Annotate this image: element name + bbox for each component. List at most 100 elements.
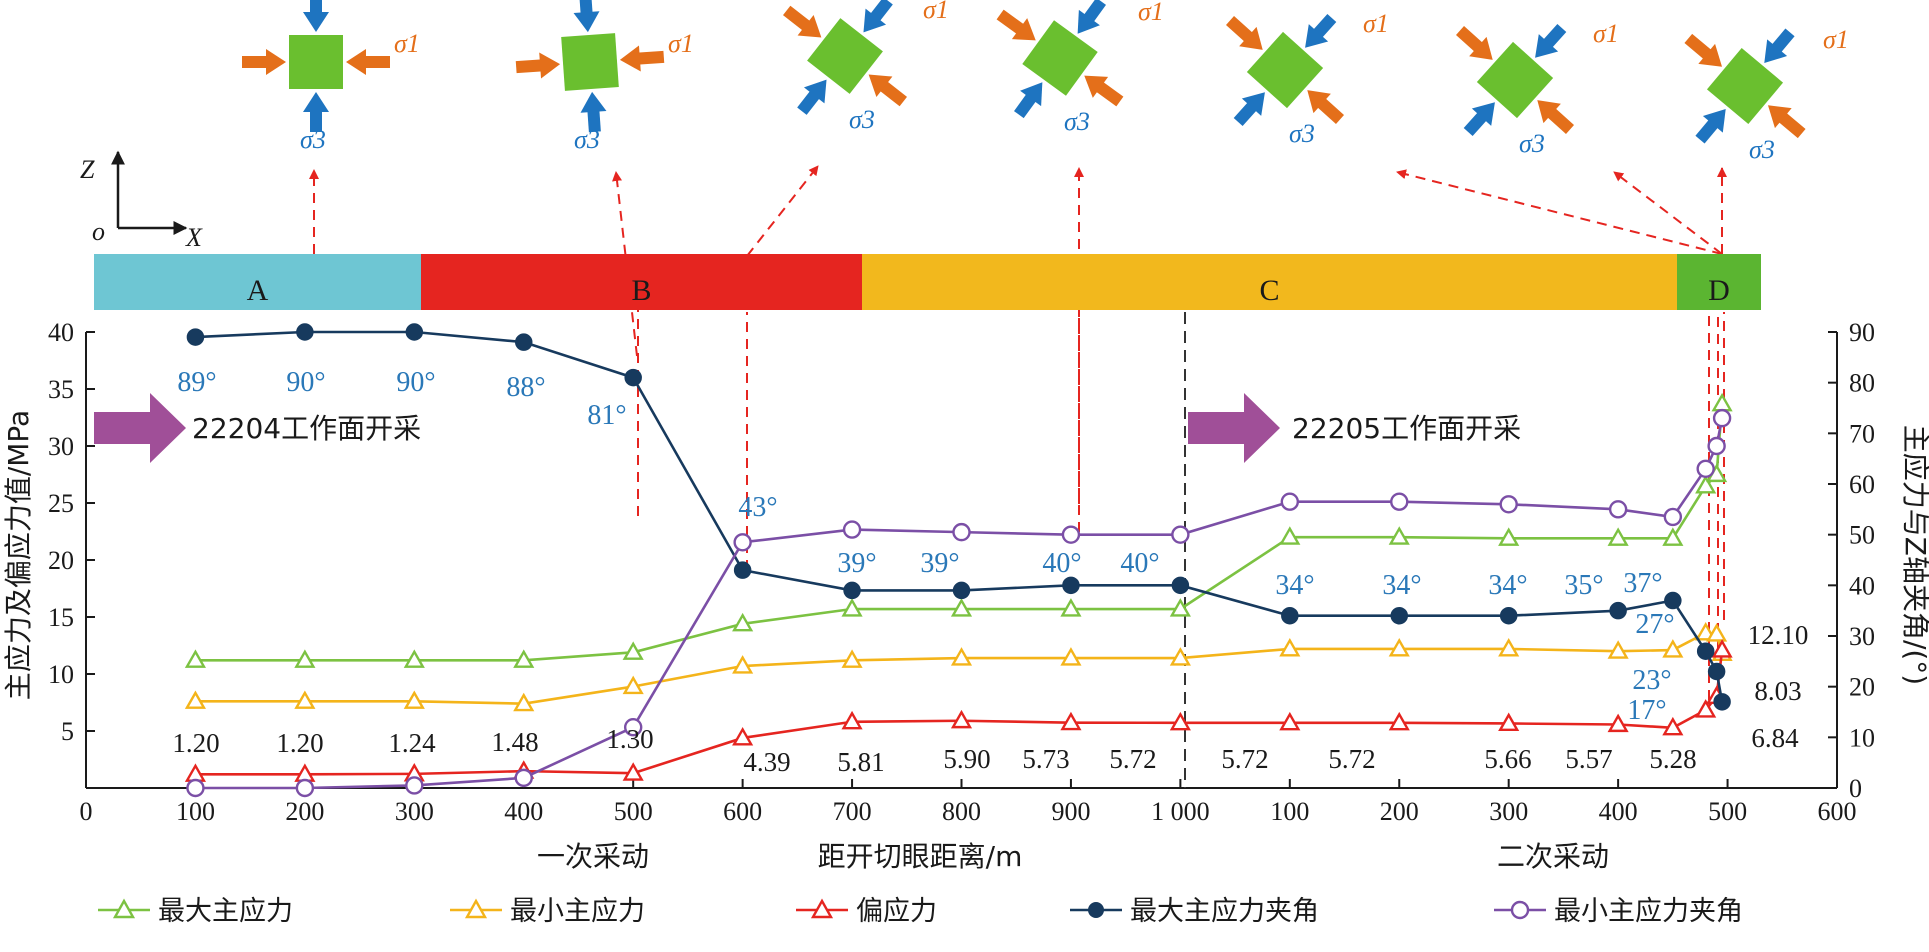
legend-item: 偏应力 (796, 896, 937, 927)
angle-label: 90° (396, 367, 435, 398)
angle-label: 81° (587, 400, 626, 431)
data-point (733, 561, 752, 579)
data-point (1712, 408, 1732, 428)
y-ticks: 5 10 15 20 25 30 35 40 (48, 318, 95, 746)
data-point (513, 692, 535, 712)
x-tick-label: 300 (395, 797, 434, 826)
angle-label: 17° (1627, 695, 1666, 726)
deviator-label: 8.03 (1754, 676, 1801, 706)
y-tick-label: 35 (48, 375, 74, 404)
sigma3-label: σ3 (849, 105, 875, 134)
data-point (733, 533, 752, 552)
sigma1-arrow-icon (619, 45, 665, 72)
x-tick-label: 400 (504, 797, 543, 826)
y2-tick-label: 20 (1849, 673, 1875, 702)
data-point (1060, 647, 1082, 666)
data-point (1060, 711, 1082, 731)
y2-tick-label: 0 (1849, 774, 1862, 803)
deviator-label: 5.73 (1022, 744, 1069, 774)
angle-label: 34° (1382, 570, 1421, 601)
deviator-label: 5.72 (1328, 744, 1375, 774)
data-point (1498, 712, 1520, 732)
data-point (1279, 638, 1301, 657)
legend-label: 最大主应力 (158, 896, 293, 927)
sigma1-arrow-icon (1307, 90, 1345, 124)
y-tick-label: 30 (48, 432, 74, 461)
series-3 (186, 323, 1731, 711)
y2-ticks: 0 10 20 30 40 50 60 70 80 90 (1828, 318, 1875, 803)
data-point (1662, 527, 1684, 546)
data-point (624, 368, 642, 387)
sigma3-arrow-icon (1014, 82, 1043, 119)
angle-label: 34° (1488, 570, 1527, 601)
data-point (1171, 576, 1190, 595)
data-point (1706, 623, 1728, 642)
y2-tick-label: 50 (1849, 521, 1875, 550)
legend-label: 最小主应力夹角 (1554, 896, 1743, 927)
y2-tick-label: 10 (1849, 723, 1875, 752)
data-point (184, 649, 207, 668)
sigma3-arrow-icon (303, 0, 329, 32)
zone-b (421, 254, 862, 310)
sigma1-arrow-icon (868, 74, 908, 107)
data-point (1169, 647, 1191, 666)
axis-symbol-z: Z (80, 155, 95, 184)
legend-marker-icon (1510, 900, 1530, 920)
guide-arrow (1396, 169, 1723, 255)
data-point (732, 727, 754, 746)
data-point (843, 581, 861, 600)
data-point (1279, 711, 1301, 731)
data-point (1609, 601, 1627, 620)
sigma3-arrow-icon (1077, 0, 1106, 34)
sigma1-arrow-icon (1537, 100, 1575, 134)
deviator-label: 5.66 (1484, 744, 1531, 774)
sigma1-arrow-icon (1084, 75, 1124, 107)
data-point (1060, 598, 1082, 617)
sigma3-label: σ3 (574, 125, 600, 154)
y-tick-label: 15 (48, 603, 74, 632)
data-point (184, 690, 207, 709)
angle-label: 40° (1042, 548, 1081, 579)
data-point (1608, 500, 1628, 519)
x-tick-label: 800 (942, 797, 981, 826)
y-tick-label: 40 (48, 318, 74, 347)
series-line (195, 631, 1724, 705)
x-ticks: 0 100 200 300 400 500 600 700 800 900 1 000 100 200 3… (80, 779, 1857, 826)
data-point (1663, 507, 1683, 527)
sigma3-label: σ3 (300, 125, 326, 154)
x-tick-label: 400 (1599, 797, 1638, 826)
zone-label: C (1259, 274, 1279, 307)
deviator-label: 5.57 (1565, 744, 1612, 774)
guide-arrow (1613, 171, 1723, 255)
series-line (195, 403, 1724, 662)
angle-label: 37° (1623, 568, 1662, 599)
data-point (622, 762, 644, 781)
data-point (1607, 640, 1629, 659)
legend: 最大主应力 最小主应力 偏应力 最大主应力夹角 最小主应力夹角 (98, 896, 1743, 927)
data-point (1711, 639, 1733, 658)
sigma3-arrow-icon (1463, 102, 1495, 137)
element-square (1022, 20, 1098, 96)
data-point (1062, 576, 1080, 595)
data-point (294, 690, 316, 709)
data-point (403, 690, 425, 709)
angle-label: 39° (837, 548, 876, 579)
element-square (289, 35, 343, 89)
data-point (1695, 474, 1717, 494)
series-1 (184, 622, 1733, 712)
element-square (1476, 41, 1554, 119)
angle-label: 40° (1120, 548, 1159, 579)
legend-label: 最大主应力夹角 (1130, 896, 1319, 927)
legend-marker-icon (112, 898, 136, 919)
deviator-label: 5.90 (943, 744, 990, 774)
sigma3-label: σ3 (1289, 119, 1315, 148)
series-line (195, 417, 1724, 790)
sigma3-arrow-icon (1233, 92, 1265, 127)
legend-item: 最大主应力夹角 (1070, 896, 1319, 927)
y2-tick-label: 80 (1849, 369, 1875, 398)
data-point (1171, 525, 1190, 544)
stress-element (515, 0, 665, 133)
y2-axis-title: 主应力与Z轴夹角/(°) (1899, 425, 1929, 685)
data-point (1662, 716, 1684, 736)
